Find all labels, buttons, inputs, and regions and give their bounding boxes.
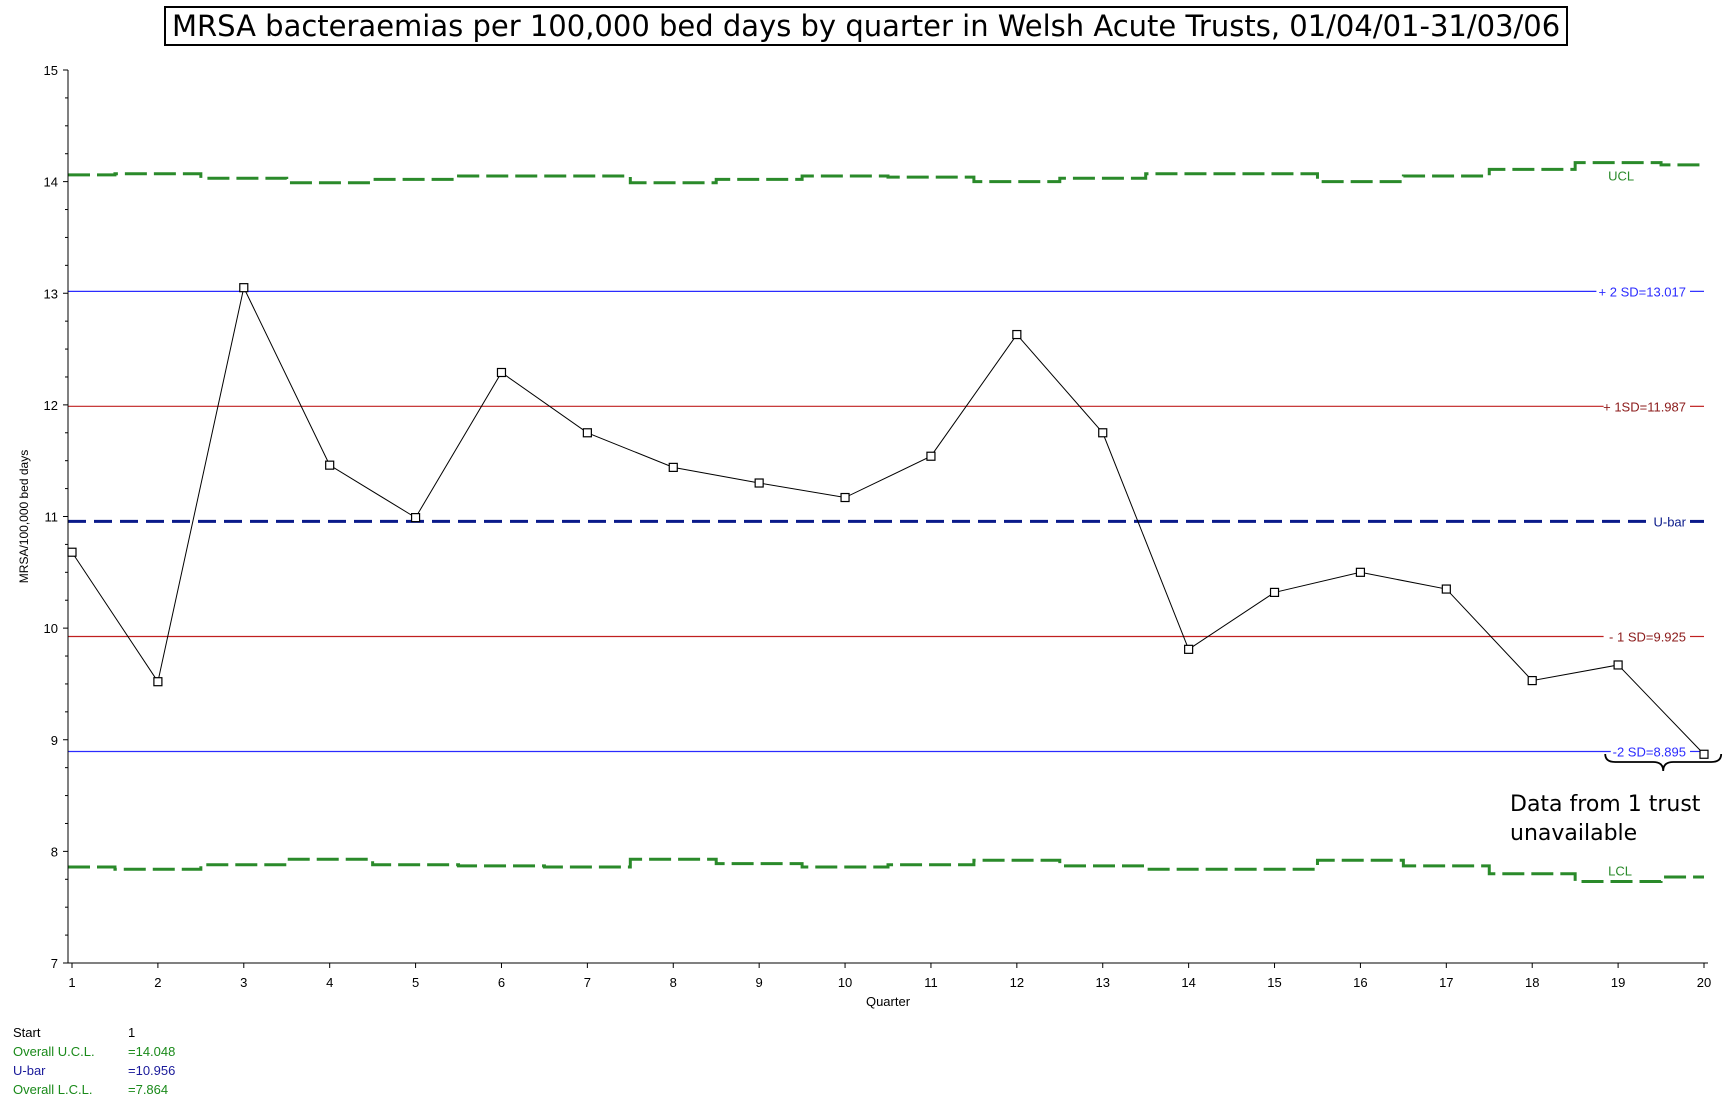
ucl-layer: UCL	[68, 161, 1704, 185]
data-point	[496, 367, 507, 378]
data-point	[1699, 749, 1709, 759]
data-point	[840, 492, 850, 503]
y-tick-label: 15	[44, 63, 58, 78]
x-tick-label: 9	[756, 975, 763, 990]
data-point	[1355, 567, 1366, 577]
x-tick-label: 10	[838, 975, 852, 990]
legend-row-start: Start 1	[13, 1023, 175, 1042]
y-tick-label: 7	[51, 956, 58, 971]
x-tick-label: 14	[1181, 975, 1195, 990]
legend-ubar-value: =10.956	[128, 1063, 176, 1078]
data-point	[754, 478, 764, 488]
legend-ucl-value: =14.048	[128, 1044, 176, 1059]
y-tick-label: 8	[51, 844, 58, 859]
x-tick-label: 13	[1096, 975, 1110, 990]
x-tick-label: 7	[584, 975, 591, 990]
y-tick-label: 9	[51, 733, 58, 748]
data-point	[325, 460, 335, 470]
brace	[1604, 753, 1723, 772]
y-tick-label: 11	[45, 510, 59, 525]
x-tick-label: 17	[1439, 975, 1453, 990]
reference-line-label: -2 SD=8.895	[1613, 744, 1686, 759]
y-axis-label: MRSA/100,000 bed days	[17, 450, 31, 583]
y-tick-label: 10	[44, 621, 58, 636]
legend-lcl-label: Overall L.C.L.	[13, 1082, 93, 1097]
lcl-label: LCL	[1608, 864, 1632, 879]
reference-line-label: + 1SD=11.987	[1603, 399, 1686, 414]
data-point	[239, 283, 249, 293]
x-tick-label: 19	[1611, 975, 1625, 990]
series-line	[71, 286, 1705, 755]
reference-line-label: U-bar	[1653, 514, 1686, 529]
legend-ucl-label: Overall U.C.L.	[13, 1044, 95, 1059]
y-tick-label: 12	[44, 398, 58, 413]
data-point	[1441, 584, 1451, 594]
x-tick-label: 3	[240, 975, 247, 990]
x-tick-label: 12	[1010, 975, 1024, 990]
data-point	[668, 462, 678, 472]
x-tick-label: 20	[1697, 975, 1711, 990]
x-tick-label: 2	[154, 975, 161, 990]
data-point	[1613, 660, 1623, 670]
y-tick-label: 14	[44, 175, 58, 190]
lcl-line	[68, 857, 1704, 884]
ucl-label: UCL	[1608, 169, 1634, 184]
legend-row-lcl: Overall L.C.L. =7.864	[13, 1080, 175, 1099]
annotation-line-2: unavailable	[1510, 821, 1638, 846]
legend-ubar-label: U-bar	[13, 1063, 46, 1078]
annotation-text: Data from 1 trust unavailable	[1510, 790, 1725, 848]
x-tick-label: 5	[412, 975, 419, 990]
reference-lines: + 2 SD=13.017 + 1SD=11.987 U-bar - 1 SD=9.9…	[68, 284, 1704, 759]
x-tick-label: 16	[1353, 975, 1367, 990]
reference-line-label: - 1 SD=9.925	[1609, 629, 1686, 644]
data-series	[67, 283, 1709, 759]
data-point	[153, 677, 163, 687]
reference-line-label: + 2 SD=13.017	[1599, 284, 1686, 299]
x-tick-label: 4	[326, 975, 333, 990]
legend-lcl-value: =7.864	[128, 1082, 169, 1097]
x-tick-label: 15	[1267, 975, 1281, 990]
legend-row-ubar: U-bar =10.956	[13, 1061, 175, 1080]
x-tick-label: 1	[68, 975, 75, 990]
data-point	[410, 513, 421, 523]
data-point	[582, 428, 592, 438]
data-point	[1527, 675, 1537, 686]
data-point	[926, 451, 936, 461]
legend-start-value: 1	[128, 1025, 136, 1040]
data-point	[1098, 428, 1108, 438]
legend-start-label: Start	[13, 1025, 41, 1040]
annotation-line-1: Data from 1 trust	[1510, 792, 1701, 817]
x-tick-label: 8	[670, 975, 677, 990]
data-point	[1184, 644, 1194, 654]
ucl-line	[68, 161, 1704, 185]
x-tick-label: 11	[924, 975, 938, 990]
lcl-layer: LCL	[68, 857, 1704, 884]
x-tick-label: 18	[1525, 975, 1539, 990]
summary-legend: Start 1 Overall U.C.L. =14.048 U-bar =10…	[13, 1023, 175, 1099]
data-point	[1012, 329, 1022, 340]
chart-title: MRSA bacteraemias per 100,000 bed days b…	[164, 6, 1569, 46]
y-tick-label: 13	[44, 286, 58, 301]
data-point	[1269, 587, 1280, 598]
x-axis-label: Quarter	[866, 994, 911, 1009]
x-tick-label: 6	[498, 975, 505, 990]
annotation-brace	[1604, 753, 1723, 772]
data-point	[67, 547, 77, 557]
legend-row-ucl: Overall U.C.L. =14.048	[13, 1042, 175, 1061]
